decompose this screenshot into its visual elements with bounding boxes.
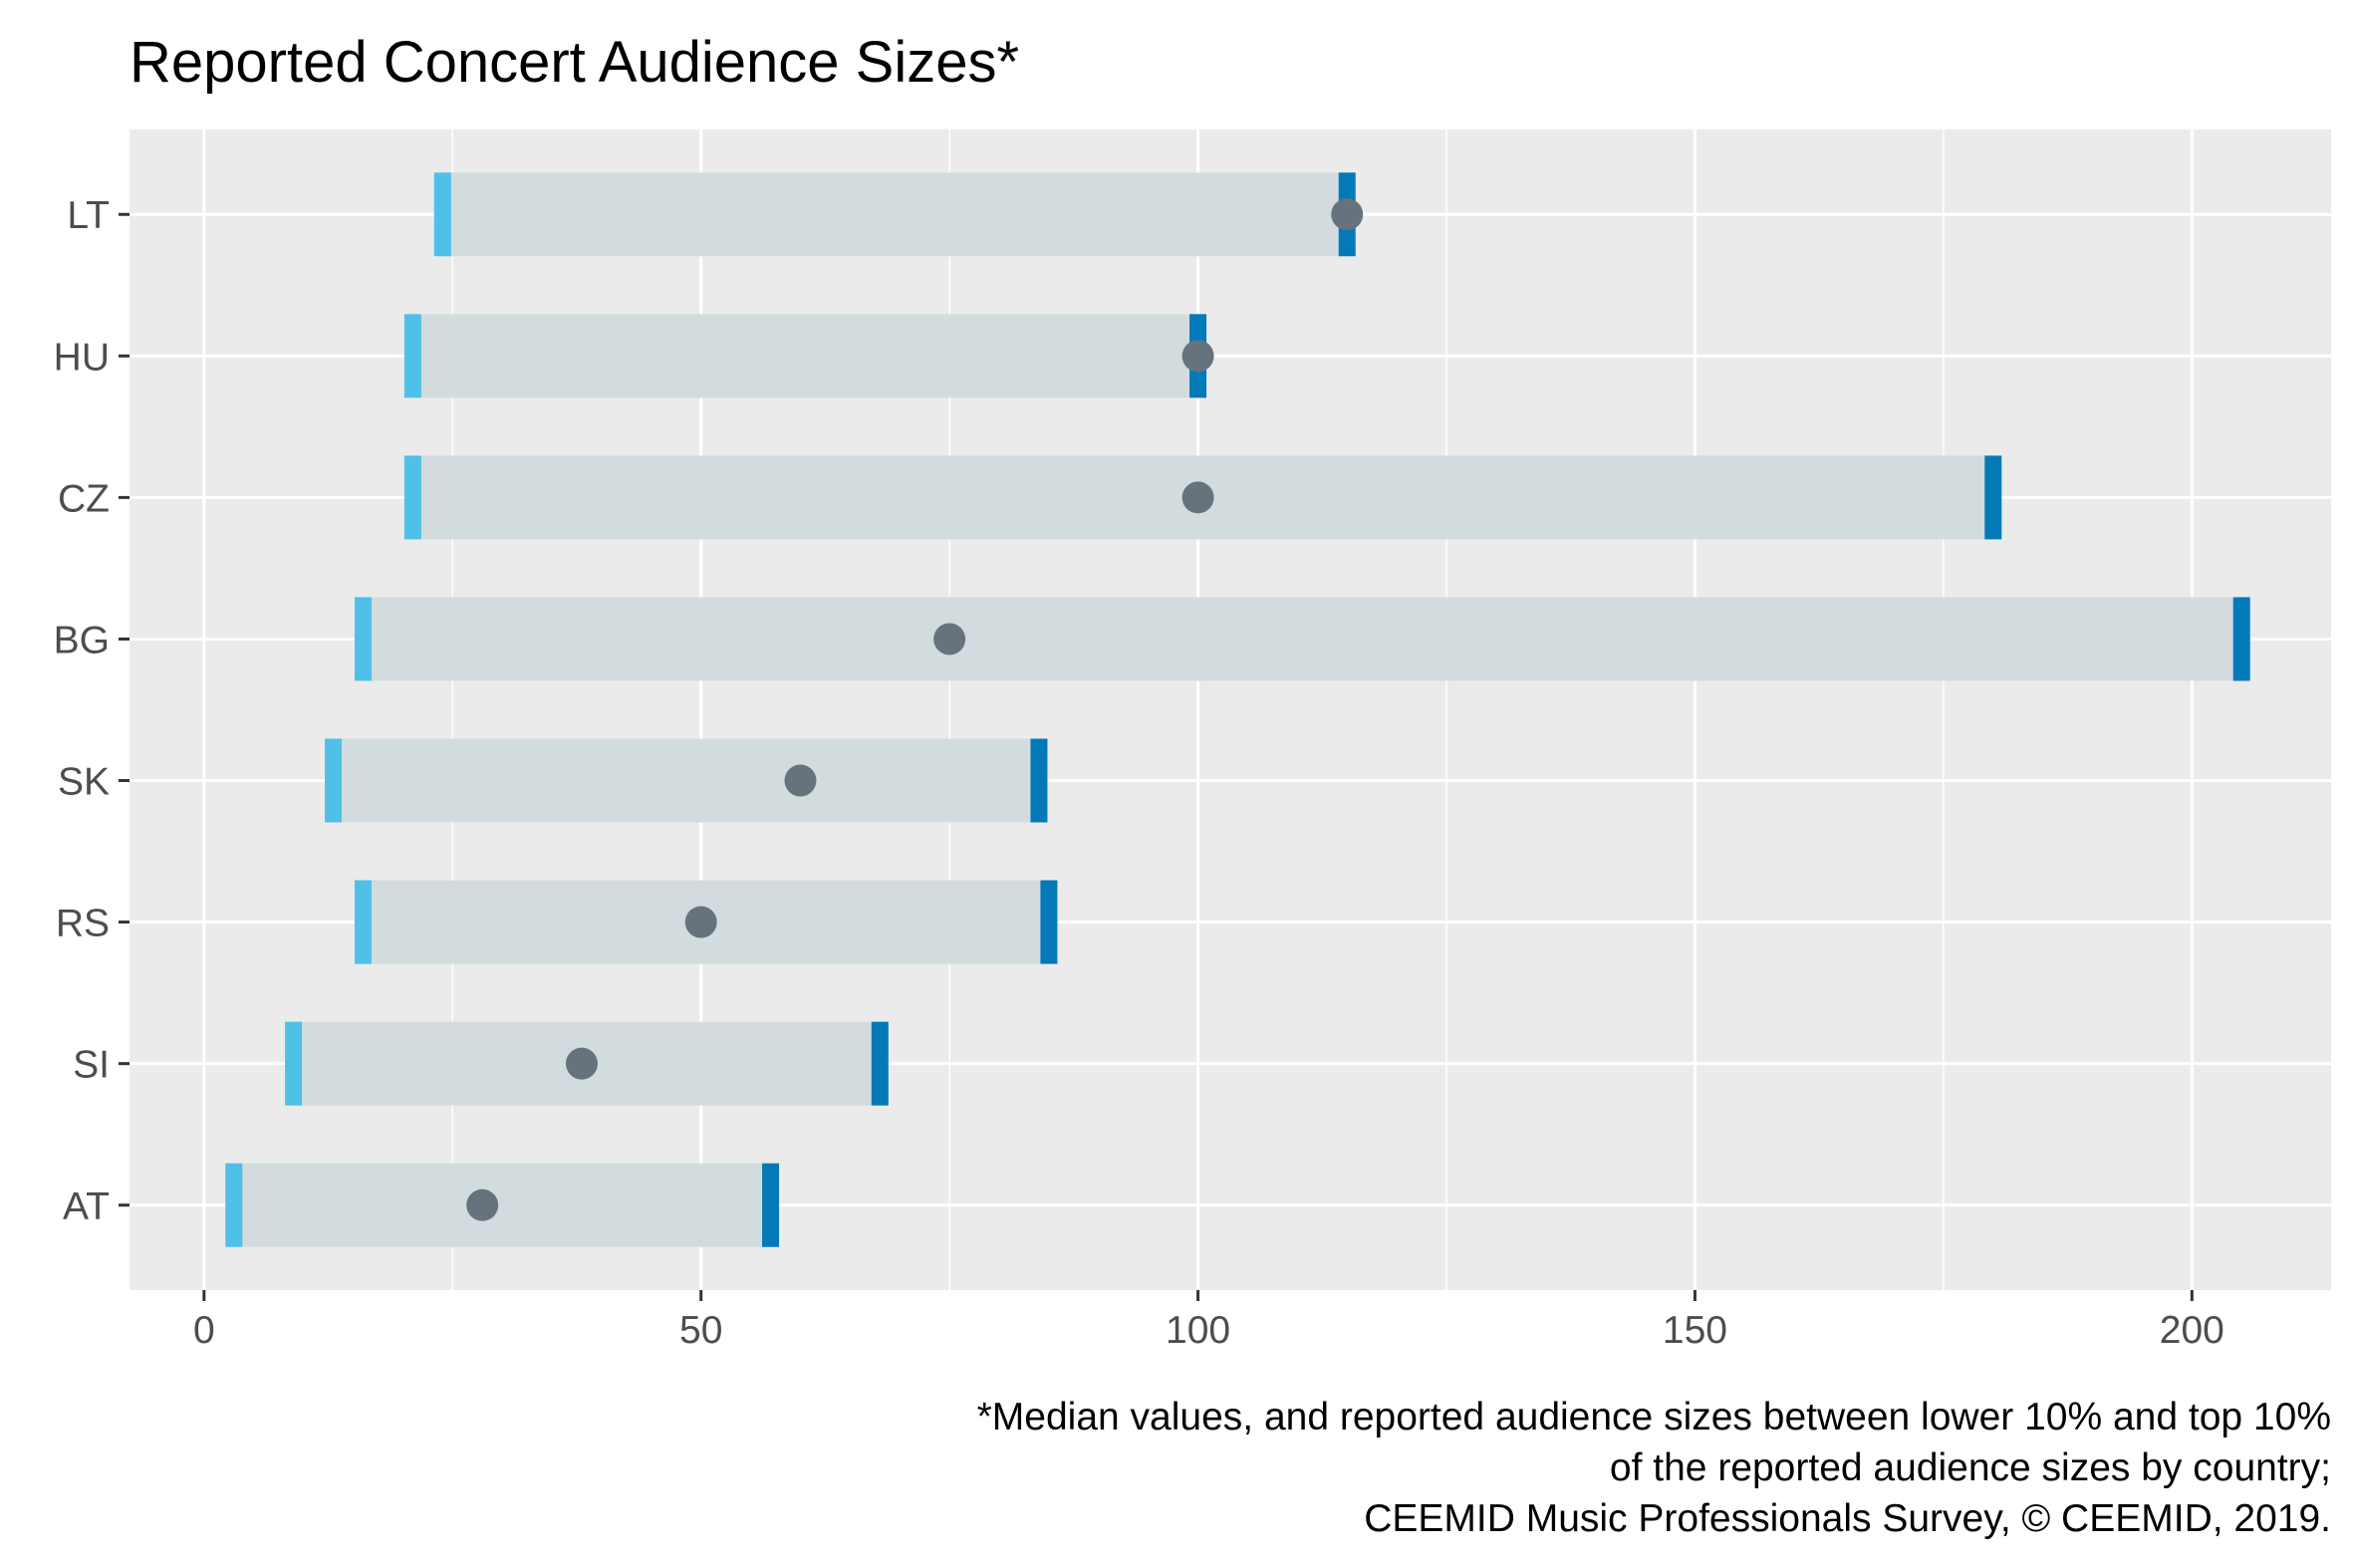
low-marker-lt xyxy=(433,172,451,257)
range-bar-sk xyxy=(333,738,1039,823)
low-marker-bg xyxy=(354,597,372,681)
x-tick-label: 150 xyxy=(1663,1309,1727,1352)
y-tick-label-at: AT xyxy=(63,1185,110,1228)
low-marker-hu xyxy=(403,314,421,398)
median-point-si xyxy=(565,1047,598,1080)
y-tick-label-bg: BG xyxy=(54,619,110,661)
y-tick-label-rs: RS xyxy=(56,903,110,945)
y-tick-label-hu: HU xyxy=(54,336,110,379)
low-marker-rs xyxy=(354,880,372,964)
high-marker-si xyxy=(871,1021,889,1106)
y-tick-label-sk: SK xyxy=(58,761,110,804)
median-point-rs xyxy=(684,906,717,938)
axes: LT HU CZ BG SK RS SI AT 0 50 100 150 200 xyxy=(54,194,2224,1352)
y-tick-label-si: SI xyxy=(73,1044,110,1087)
x-tick-label: 200 xyxy=(2160,1309,2224,1352)
x-tick-label: 0 xyxy=(193,1309,215,1352)
range-bar-hu xyxy=(412,314,1198,398)
low-marker-at xyxy=(225,1163,243,1247)
median-point-bg xyxy=(933,623,966,655)
range-bar-at xyxy=(233,1163,771,1247)
low-marker-sk xyxy=(325,738,343,823)
high-marker-at xyxy=(762,1163,780,1247)
y-tick-label-cz: CZ xyxy=(58,477,110,520)
x-tick-label: 100 xyxy=(1166,1309,1230,1352)
chart-marks xyxy=(225,172,2250,1247)
high-marker-bg xyxy=(2232,597,2250,681)
caption-line: CEEMID Music Professionals Survey, © CEE… xyxy=(1364,1497,2331,1540)
median-point-lt xyxy=(1331,198,1364,231)
plot-panel xyxy=(130,130,2331,1290)
median-point-cz xyxy=(1181,481,1214,514)
low-marker-si xyxy=(285,1021,303,1106)
high-marker-rs xyxy=(1040,880,1058,964)
high-marker-cz xyxy=(1984,455,2002,540)
caption-line: of the reported audience sizes by countr… xyxy=(1610,1446,2331,1489)
range-bar-bg xyxy=(363,597,2242,681)
median-point-at xyxy=(466,1188,499,1221)
x-tick-label: 50 xyxy=(679,1309,722,1352)
range-bar-lt xyxy=(442,172,1348,257)
low-marker-cz xyxy=(403,455,421,540)
caption: *Median values, and reported audience si… xyxy=(977,1396,2331,1540)
median-point-sk xyxy=(784,764,817,797)
median-point-hu xyxy=(1181,340,1214,373)
y-tick-label-lt: LT xyxy=(67,194,110,237)
caption-line: *Median values, and reported audience si… xyxy=(977,1396,2331,1438)
high-marker-sk xyxy=(1030,738,1048,823)
chart-title: Reported Concert Audience Sizes* xyxy=(130,30,1019,95)
